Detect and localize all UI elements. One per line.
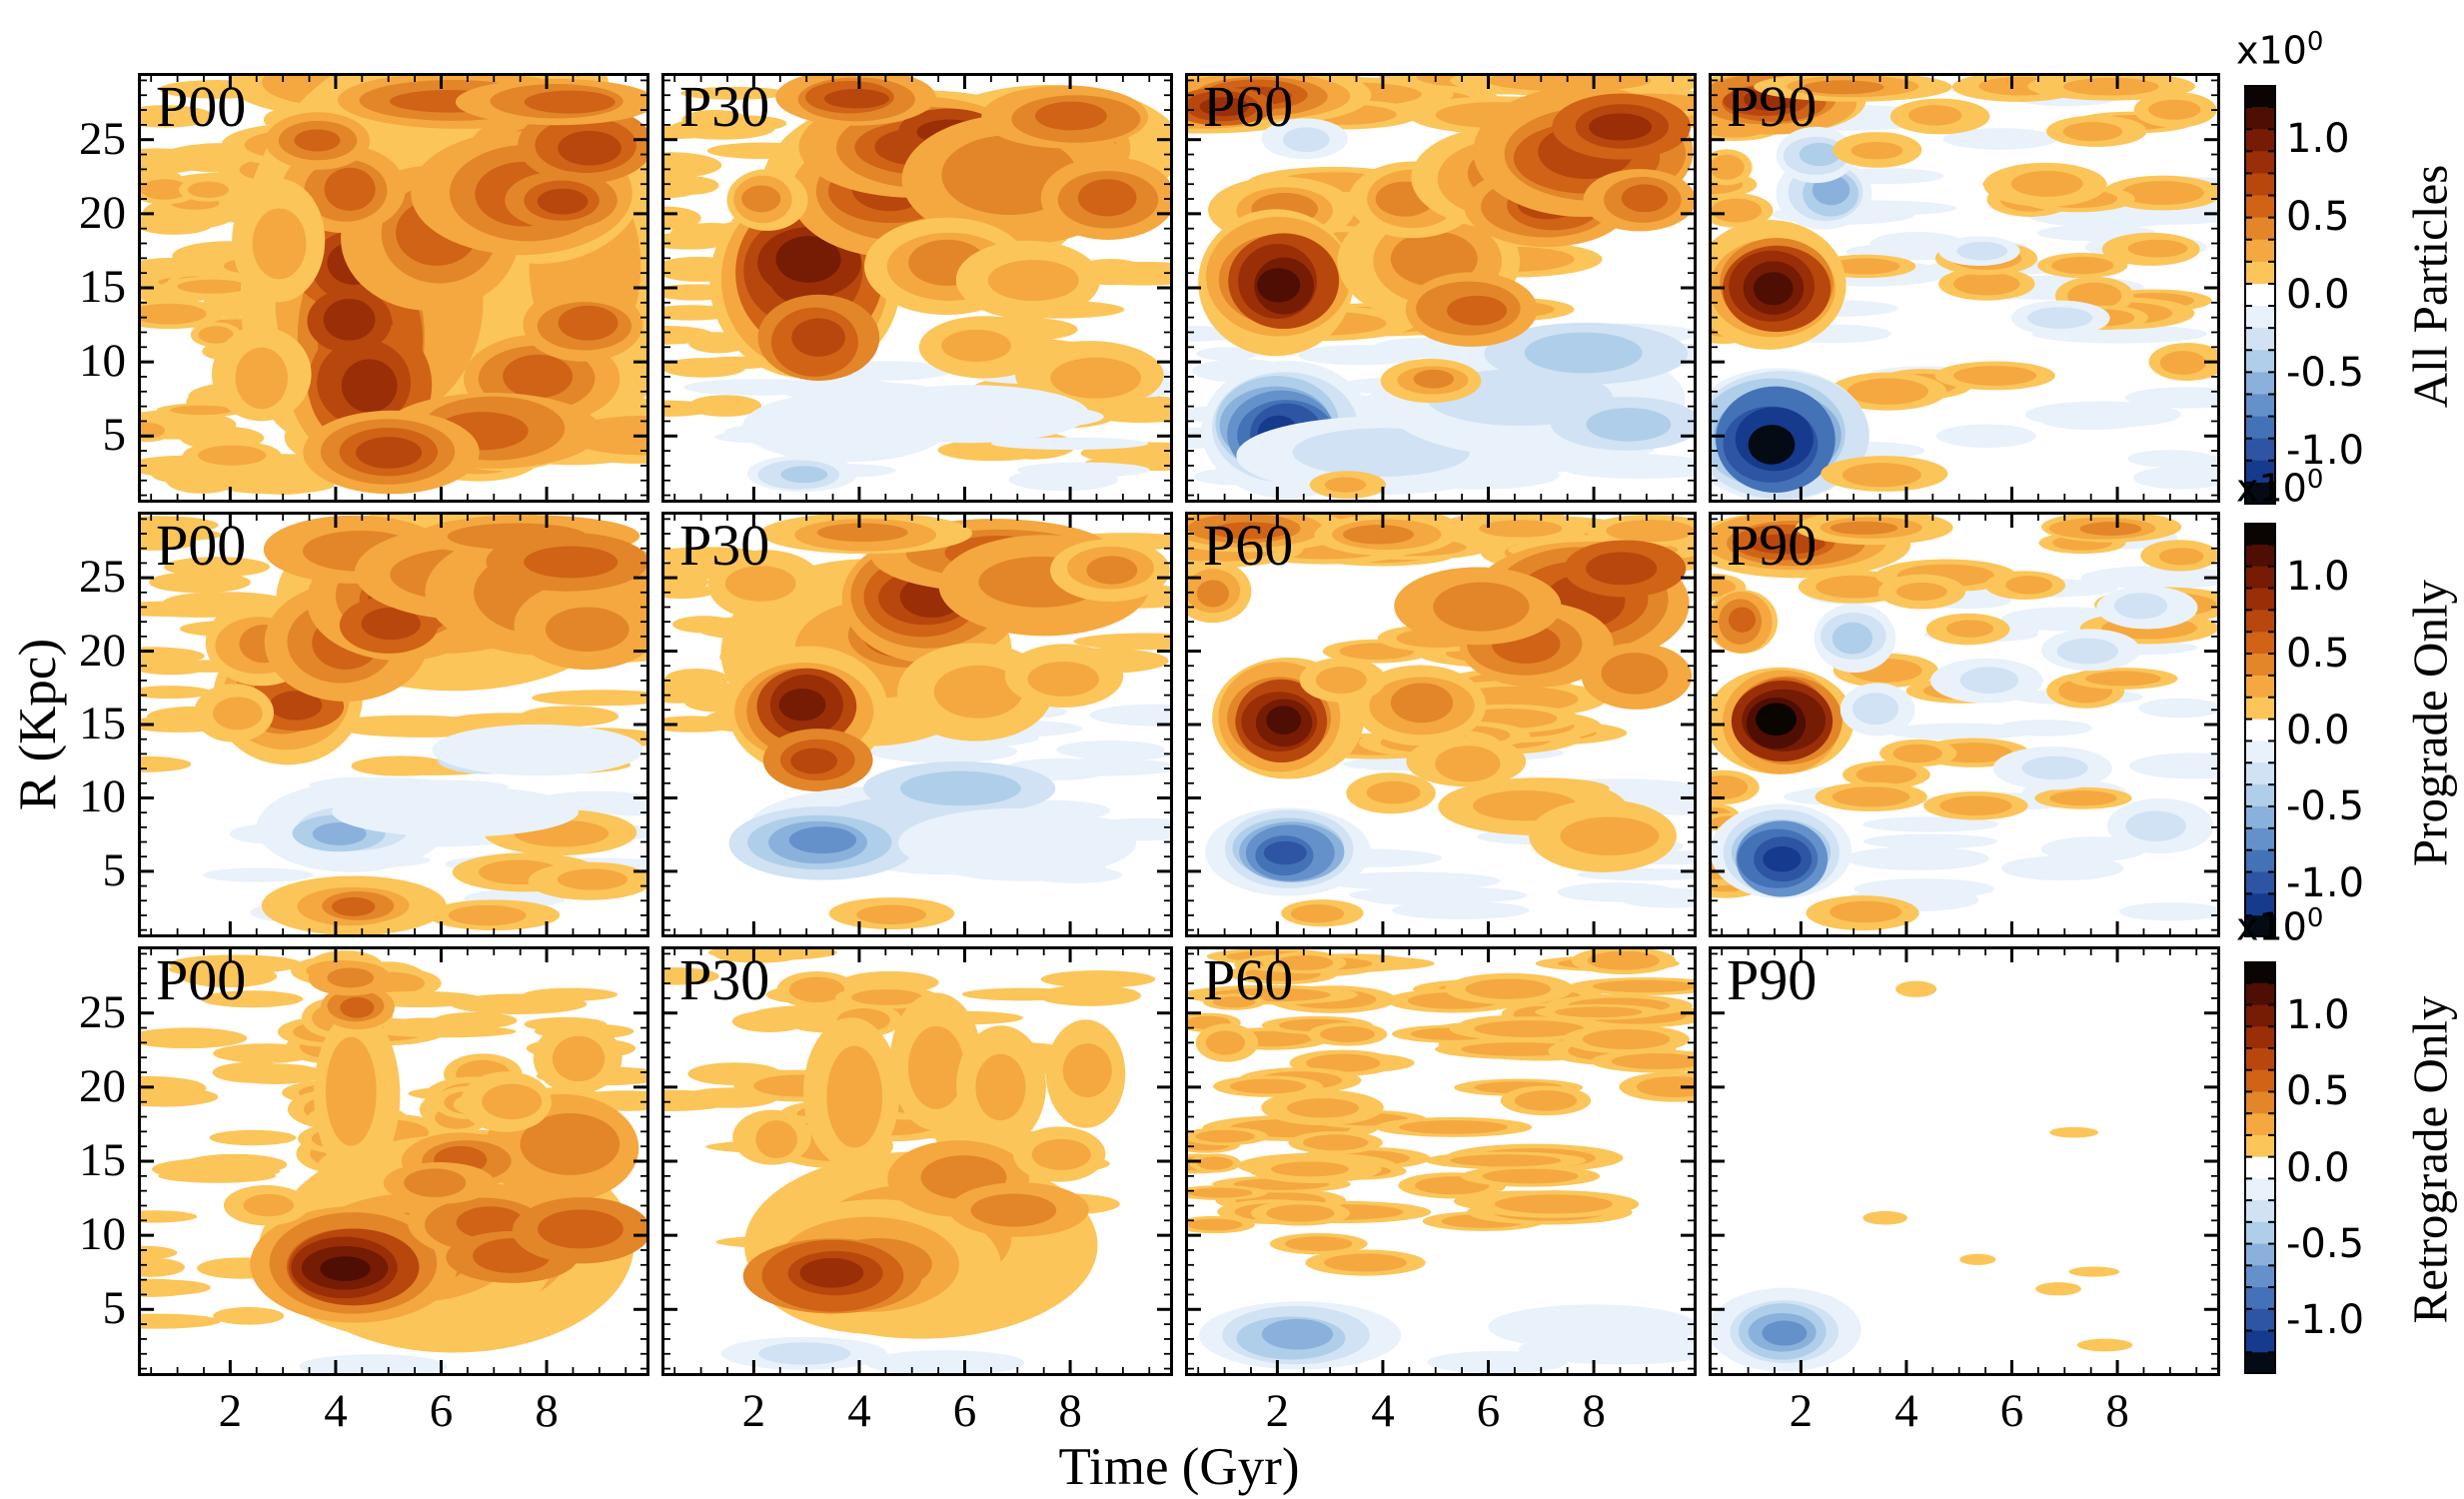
colorbar-offset-label: x100 [2236, 27, 2324, 73]
colorbar-tick-label: -0.5 [2286, 349, 2365, 396]
colorbar [2244, 523, 2276, 938]
panel-all-particles-p60: P60 [1185, 73, 1697, 503]
x-tick-label: 2 [218, 1385, 243, 1437]
x-axis-title: Time (Gyr) [1058, 1438, 1300, 1496]
colorbar-tick-label: 0.5 [2286, 1068, 2350, 1115]
x-tick-label: 4 [1371, 1385, 1395, 1437]
colorbar-tick-label: 0.0 [2286, 272, 2350, 318]
colorbar-offset-label: x100 [2236, 903, 2324, 949]
panel-retrograde-p00: P00 [138, 946, 649, 1376]
panel-prograde-p90: P90 [1709, 512, 2220, 937]
colorbar-tick-label: 1.0 [2286, 116, 2350, 163]
y-tick-label: 25 [79, 551, 126, 604]
y-tick-label: 20 [79, 186, 126, 239]
row-label-retrograde-only: Retrograde Only [2402, 995, 2458, 1324]
contour-plot-area [661, 73, 1173, 503]
colorbar-tick-label: 0.5 [2286, 194, 2350, 241]
panel-retrograde-p90: P90 [1709, 946, 2220, 1376]
contour-plot-area [661, 946, 1173, 1376]
panel-retrograde-p30: P30 [661, 946, 1173, 1376]
x-tick-label: 8 [1058, 1385, 1082, 1437]
panel-prograde-p30: P30 [661, 512, 1173, 937]
panel-label: P90 [1727, 947, 1818, 1012]
panel-all-particles-p00: P00 [138, 73, 649, 503]
y-tick-label: 15 [79, 1134, 126, 1186]
colorbar [2244, 85, 2276, 506]
panel-label: P00 [156, 513, 247, 578]
contour-plot-area [138, 73, 649, 503]
x-tick-label: 8 [2105, 1385, 2129, 1437]
panel-label: P30 [679, 513, 770, 578]
x-tick-label: 6 [952, 1385, 977, 1437]
panel-label: P00 [156, 947, 247, 1012]
colorbar-tick-label: -1.0 [2286, 860, 2365, 907]
panel-label: P60 [1203, 74, 1294, 139]
colorbar-tick-label: 0.0 [2286, 707, 2350, 753]
panel-label: P60 [1203, 513, 1294, 578]
contour-plot-area [1709, 73, 2220, 503]
panel-label: P60 [1203, 947, 1294, 1012]
colorbar-tick-label: 1.0 [2286, 553, 2350, 600]
contour-plot-area [1709, 946, 2220, 1376]
contour-plot-area [138, 946, 649, 1376]
colorbar-tick-label: -0.5 [2286, 1220, 2365, 1267]
x-tick-label: 2 [1789, 1385, 1814, 1437]
panel-all-particles-p30: P30 [661, 73, 1173, 503]
panel-prograde-p60: P60 [1185, 512, 1697, 937]
colorbar-tick-label: 0.0 [2286, 1144, 2350, 1191]
panel-label: P00 [156, 74, 247, 139]
x-tick-label: 6 [1999, 1385, 2024, 1437]
panel-label: P90 [1727, 74, 1818, 139]
y-tick-label: 10 [79, 1208, 126, 1261]
y-tick-label: 20 [79, 624, 126, 677]
y-tick-label: 25 [79, 112, 126, 165]
y-tick-label: 10 [79, 335, 126, 388]
panel-label: P30 [679, 74, 770, 139]
x-tick-label: 4 [847, 1385, 871, 1437]
y-tick-label: 20 [79, 1059, 126, 1112]
panel-prograde-p00: P00 [138, 512, 649, 937]
colorbar-tick-label: -1.0 [2286, 1297, 2365, 1344]
x-tick-label: 8 [1582, 1385, 1606, 1437]
panel-label: P30 [679, 947, 770, 1012]
panel-all-particles-p90: P90 [1709, 73, 2220, 503]
y-tick-label: 5 [102, 1282, 127, 1335]
y-tick-label: 15 [79, 698, 126, 750]
row-label-prograde-only: Prograde Only [2402, 579, 2458, 867]
y-tick-label: 5 [102, 409, 127, 462]
colorbar-tick-label: -1.0 [2286, 427, 2365, 474]
colorbar-offset-label: x100 [2236, 465, 2324, 511]
contour-plot-area [1709, 512, 2220, 937]
y-tick-label: 25 [79, 985, 126, 1038]
x-tick-label: 8 [535, 1385, 559, 1437]
x-tick-label: 2 [1265, 1385, 1290, 1437]
contour-plot-area [1185, 512, 1697, 937]
row-label-all-particles: All Particles [2402, 164, 2458, 409]
panel-retrograde-p60: P60 [1185, 946, 1697, 1376]
contour-plot-area [138, 512, 649, 937]
colorbar-tick-label: 0.5 [2286, 630, 2350, 677]
x-tick-label: 4 [1894, 1385, 1918, 1437]
x-tick-label: 4 [324, 1385, 348, 1437]
x-tick-label: 6 [1476, 1385, 1501, 1437]
contour-plot-area [661, 512, 1173, 937]
colorbar-tick-label: -0.5 [2286, 783, 2365, 830]
contour-plot-area [1185, 73, 1697, 503]
contour-plot-area [1185, 946, 1697, 1376]
y-tick-label: 5 [102, 843, 127, 896]
colorbar [2244, 961, 2276, 1375]
y-tick-label: 10 [79, 770, 126, 823]
x-tick-label: 6 [429, 1385, 454, 1437]
colorbar-tick-label: 1.0 [2286, 991, 2350, 1038]
x-tick-label: 2 [741, 1385, 766, 1437]
panel-label: P90 [1727, 513, 1818, 578]
y-tick-label: 15 [79, 261, 126, 313]
